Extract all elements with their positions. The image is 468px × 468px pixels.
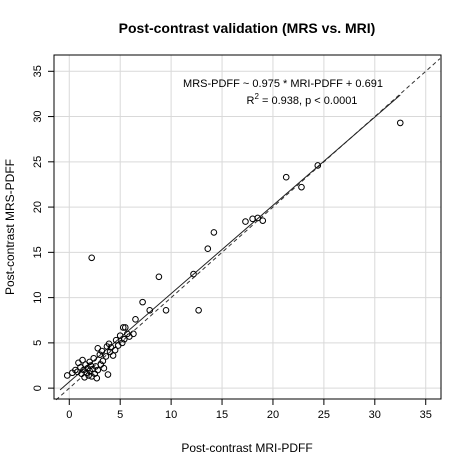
plot-frame — [53, 54, 442, 400]
scatter-point — [254, 214, 261, 222]
scatter-point — [109, 352, 117, 359]
chart-title: Post-contrast validation (MRS vs. MRI) — [119, 20, 376, 36]
scatter-point — [79, 356, 86, 364]
y-tick-label: 10 — [32, 291, 44, 303]
scatter-point — [139, 298, 146, 306]
scatter-point — [90, 354, 98, 362]
y-axis-label: Post-contrast MRS-PDFF — [3, 159, 17, 295]
equation-annotation: MRS-PDFF ~ 0.975 * MRI-PDFF + 0.691 — [183, 78, 383, 90]
scatter-point — [210, 229, 218, 236]
fit-line — [59, 94, 401, 391]
x-axis-ticks: 0 5 10 15 20 25 30 35 — [66, 399, 432, 421]
scatter-point — [132, 316, 139, 323]
x-tick-label: 25 — [318, 409, 330, 421]
scatter-point — [119, 324, 127, 331]
scatter-point — [99, 357, 107, 365]
r2-superscript: 2 — [255, 92, 260, 101]
scatter-point — [93, 374, 101, 382]
scatter-point — [242, 218, 249, 225]
data-points — [63, 119, 404, 382]
scatter-point — [298, 183, 305, 191]
scatter-point — [86, 358, 93, 366]
x-tick-label: 0 — [66, 409, 72, 421]
scatter-point — [190, 270, 197, 278]
y-tick-label: 15 — [32, 246, 44, 258]
scatter-point — [120, 335, 128, 343]
x-tick-label: 30 — [369, 409, 381, 421]
scatter-point — [88, 254, 95, 262]
x-tick-label: 15 — [216, 409, 228, 421]
x-tick-label: 10 — [165, 409, 177, 421]
y-tick-label: 0 — [32, 385, 44, 391]
scatter-point — [74, 368, 81, 376]
y-axis-ticks: 0 5 10 15 20 25 30 35 — [32, 65, 54, 391]
scatter-point — [63, 372, 71, 379]
r-squared-annotation: R2 = 0.938, p < 0.0001 — [247, 92, 358, 107]
scatter-point — [130, 330, 137, 338]
y-tick-label: 30 — [32, 110, 44, 122]
scatter-point — [118, 339, 126, 347]
scatter-point — [104, 371, 112, 378]
scatter-point — [121, 324, 129, 331]
r2-suffix: = 0.938, p < 0.0001 — [259, 95, 357, 107]
scatter-point — [204, 245, 212, 253]
scatter-point — [155, 273, 163, 281]
scatter-point — [314, 162, 322, 169]
scatter-point — [146, 306, 154, 314]
r2-prefix: R — [247, 95, 255, 107]
x-tick-label: 20 — [267, 409, 279, 421]
x-tick-label: 5 — [117, 409, 123, 421]
scatter-point — [100, 364, 108, 372]
scatter-point — [162, 306, 170, 314]
scatter-point — [85, 372, 92, 379]
scatter-point — [112, 336, 120, 344]
scatter-point — [105, 340, 113, 348]
scatter-point — [96, 351, 104, 358]
scatter-point — [116, 332, 124, 339]
scatter-point — [94, 366, 102, 374]
y-tick-label: 25 — [32, 156, 44, 168]
y-tick-label: 35 — [32, 65, 44, 77]
x-axis-label: Post-contrast MRI-PDFF — [181, 441, 312, 455]
y-tick-label: 5 — [32, 340, 44, 346]
grid-lines — [54, 55, 441, 399]
scatter-point — [98, 347, 106, 355]
scatter-point — [282, 173, 290, 181]
scatter-point — [111, 346, 119, 354]
scatter-point — [195, 306, 202, 314]
y-tick-label: 20 — [32, 201, 44, 213]
scatter-point — [72, 366, 79, 374]
x-tick-label: 35 — [420, 409, 432, 421]
scatter-point — [396, 119, 404, 127]
scatter-point — [102, 353, 110, 360]
scatter-point — [259, 217, 267, 224]
